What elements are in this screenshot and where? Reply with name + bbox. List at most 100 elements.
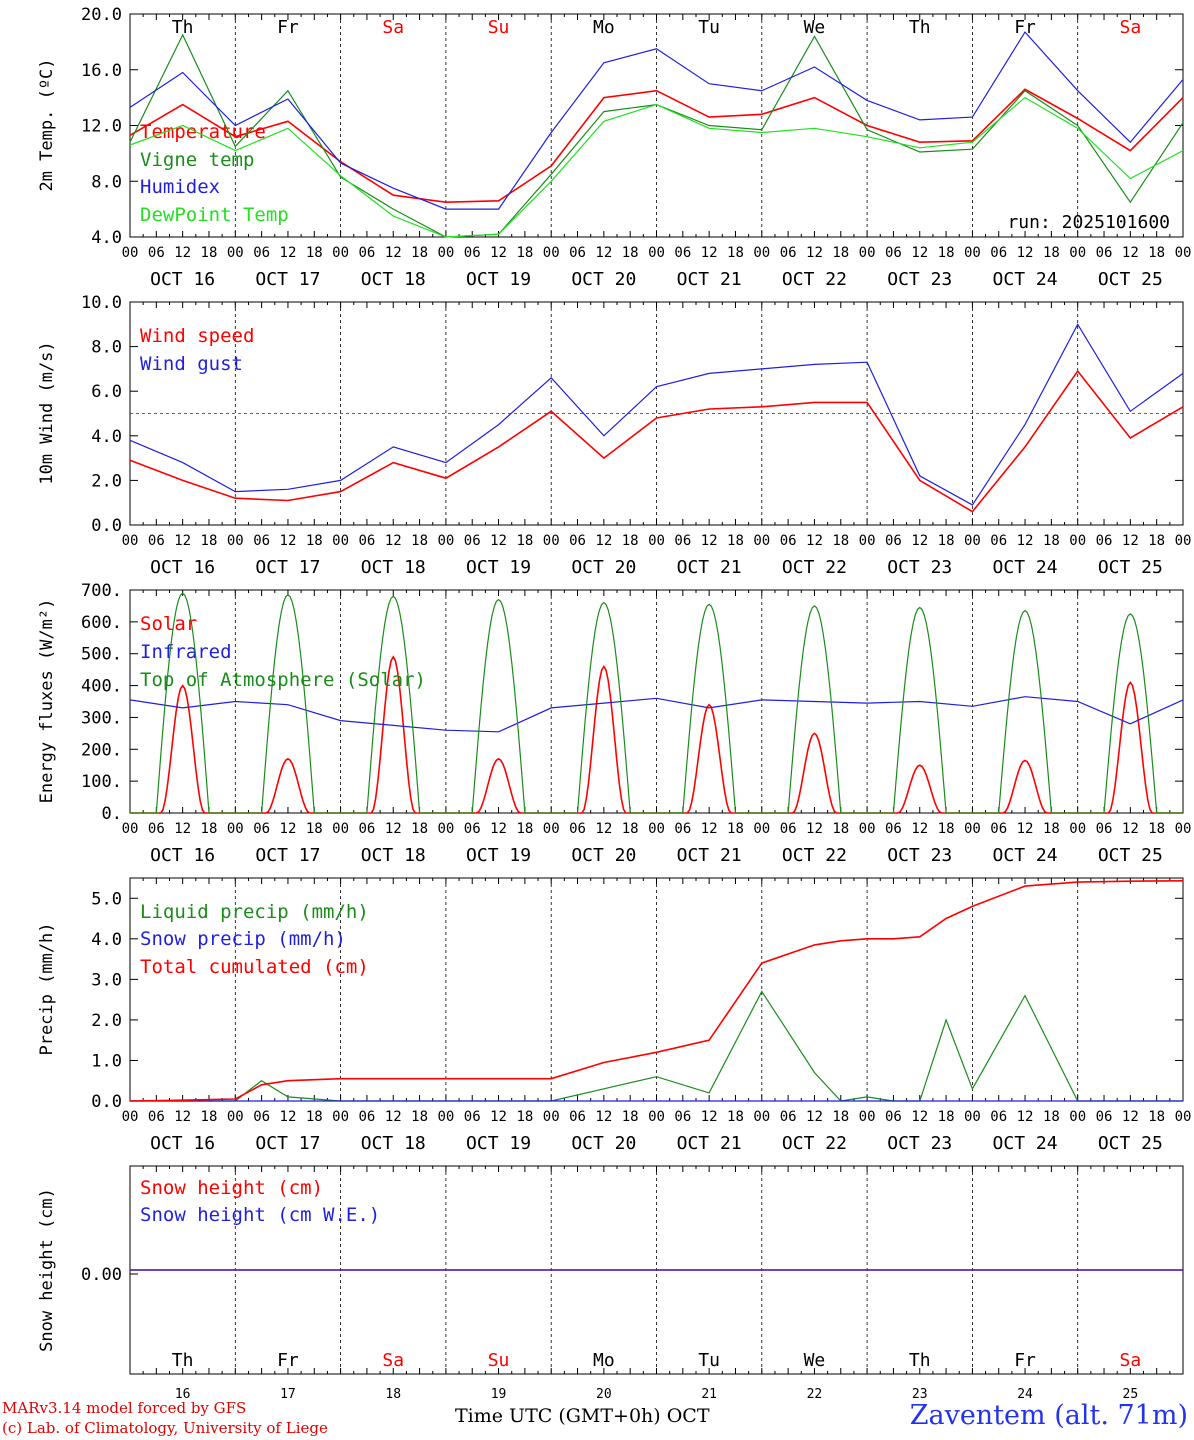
hour-tick-label: 18 [622, 533, 639, 549]
date-label: OCT 24 [993, 557, 1058, 578]
hour-tick-label: 12 [701, 821, 718, 837]
y-tick-label: 0.00 [81, 1265, 122, 1285]
hour-tick-label: 18 [411, 245, 428, 261]
hour-tick-label: 12 [1122, 533, 1139, 549]
date-label: OCT 24 [993, 1133, 1058, 1154]
hour-tick-label: 00 [227, 245, 244, 261]
y-tick-label: 8.0 [91, 338, 122, 358]
hour-tick-label: 12 [1122, 245, 1139, 261]
date-label: OCT 16 [150, 269, 215, 290]
date-label: OCT 23 [887, 557, 952, 578]
hour-tick-label: 12 [385, 245, 402, 261]
hour-tick-label: 00 [227, 533, 244, 549]
y-tick-label: 4.0 [91, 930, 122, 950]
y-tick-label: 200. [81, 740, 122, 760]
legend-entry: Top of Atmosphere (Solar) [140, 669, 426, 691]
y-tick-label: 5.0 [91, 889, 122, 909]
hour-tick-label: 12 [280, 821, 297, 837]
date-label: OCT 19 [466, 269, 531, 290]
day-number-label: 22 [807, 1387, 823, 1402]
date-label: OCT 17 [255, 845, 320, 866]
y-tick-label: 20.0 [81, 5, 122, 25]
date-label: OCT 20 [571, 557, 636, 578]
hour-tick-label: 06 [674, 245, 691, 261]
date-label: OCT 16 [150, 557, 215, 578]
hour-tick-label: 00 [543, 1109, 560, 1125]
hour-tick-label: 00 [543, 245, 560, 261]
day-number-label: 21 [701, 1387, 717, 1402]
date-label: OCT 19 [466, 1133, 531, 1154]
y-tick-label: 400. [81, 677, 122, 697]
hour-tick-label: 12 [1017, 533, 1034, 549]
hour-tick-label: 06 [885, 821, 902, 837]
y-tick-label: 8.0 [91, 172, 122, 192]
date-label: OCT 25 [1098, 269, 1163, 290]
hour-tick-label: 06 [780, 533, 797, 549]
hour-tick-label: 06 [1096, 533, 1113, 549]
date-label: OCT 18 [361, 269, 426, 290]
day-number-label: 16 [175, 1387, 191, 1402]
hour-tick-label: 12 [490, 533, 507, 549]
date-label: OCT 16 [150, 845, 215, 866]
hour-tick-label: 00 [1175, 245, 1192, 261]
temp-series-line [129, 96, 1184, 238]
hour-tick-label: 18 [622, 245, 639, 261]
date-label: OCT 22 [782, 557, 847, 578]
hour-tick-label: 12 [911, 533, 928, 549]
weekday-label: Fr [277, 1350, 299, 1371]
date-label: OCT 21 [677, 269, 742, 290]
hour-tick-label: 18 [1043, 821, 1060, 837]
hour-tick-label: 06 [253, 821, 270, 837]
date-label: OCT 22 [782, 269, 847, 290]
hour-tick-label: 06 [358, 245, 375, 261]
date-label: OCT 20 [571, 269, 636, 290]
hour-tick-label: 06 [253, 245, 270, 261]
hour-tick-label: 00 [859, 533, 876, 549]
hour-tick-label: 00 [227, 821, 244, 837]
hour-tick-label: 06 [885, 245, 902, 261]
hour-tick-label: 06 [148, 533, 165, 549]
y-tick-label: 1.0 [91, 1051, 122, 1071]
hour-tick-label: 00 [332, 1109, 349, 1125]
hour-tick-label: 00 [437, 533, 454, 549]
hour-tick-label: 00 [859, 821, 876, 837]
hour-tick-label: 00 [648, 1109, 665, 1125]
hour-tick-label: 12 [911, 821, 928, 837]
date-label: OCT 20 [571, 1133, 636, 1154]
temp-series-line [129, 31, 1184, 210]
temp-series-line [129, 88, 1184, 204]
weekday-label: Sa [382, 17, 404, 38]
hour-tick-label: 00 [964, 533, 981, 549]
run-label: run: 2025101600 [1007, 212, 1170, 233]
hour-tick-label: 18 [832, 245, 849, 261]
date-label: OCT 23 [887, 1133, 952, 1154]
y-axis-label: Precip (mm/h) [37, 922, 57, 1055]
hour-tick-label: 06 [1096, 821, 1113, 837]
hour-tick-label: 18 [727, 1109, 744, 1125]
hour-tick-label: 18 [1148, 1109, 1165, 1125]
y-tick-label: 0.0 [91, 1092, 122, 1112]
hour-tick-label: 00 [964, 821, 981, 837]
hour-tick-label: 06 [569, 1109, 586, 1125]
hour-tick-label: 06 [780, 245, 797, 261]
hour-tick-label: 00 [543, 821, 560, 837]
hour-tick-label: 06 [464, 245, 481, 261]
hour-tick-label: 18 [727, 533, 744, 549]
hour-tick-label: 12 [1017, 1109, 1034, 1125]
legend-entry: Solar [140, 613, 197, 635]
hour-tick-label: 00 [1175, 821, 1192, 837]
day-number-label: 20 [596, 1387, 612, 1402]
flux-series-line [129, 696, 1184, 733]
y-tick-label: 300. [81, 708, 122, 728]
hour-tick-label: 06 [358, 821, 375, 837]
weekday-label: We [804, 1350, 826, 1371]
date-label: OCT 23 [887, 845, 952, 866]
hour-tick-label: 00 [122, 821, 139, 837]
hour-tick-label: 06 [148, 821, 165, 837]
hour-tick-label: 12 [595, 533, 612, 549]
hour-tick-label: 18 [1043, 533, 1060, 549]
hour-tick-label: 12 [806, 821, 823, 837]
hour-tick-label: 12 [595, 821, 612, 837]
hour-tick-label: 18 [201, 533, 218, 549]
hour-tick-label: 12 [1122, 821, 1139, 837]
